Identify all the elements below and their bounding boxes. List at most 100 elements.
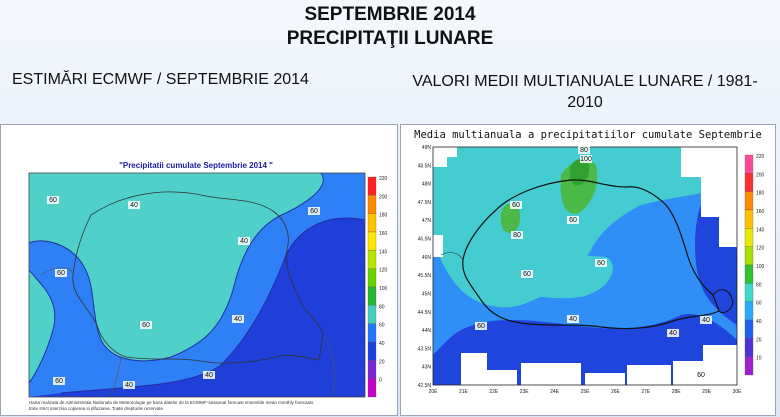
climatology-contour-label-9: 60 — [477, 323, 485, 330]
lat-tick-7: 45.5N — [418, 273, 432, 279]
climatology-legend-swatch-0 — [744, 154, 754, 174]
lon-tick-9: 29E — [702, 389, 712, 395]
climatology-contour-label-8: 40 — [702, 317, 710, 324]
lat-tick-8: 45N — [422, 291, 432, 297]
map-credit-line1: Harta realizata de Administratia Nationa… — [29, 400, 314, 405]
climatology-contour-label-6: 60 — [597, 260, 605, 267]
lon-tick-0: 20E — [429, 389, 439, 395]
climatology-contour-label-10: 40 — [569, 316, 577, 323]
forecast-legend-tick-9: 40 — [379, 341, 385, 347]
climatology-legend-tick-10: 20 — [756, 337, 762, 343]
climatology-contour-label-1: 100 — [580, 156, 592, 163]
climatology-contour-label-5: 60 — [523, 271, 531, 278]
climatology-contour-label-0: 80 — [580, 147, 588, 154]
forecast-legend-swatch-1 — [367, 195, 377, 214]
lon-tick-10: 30E — [733, 389, 743, 395]
forecast-legend-swatch-5 — [367, 268, 377, 288]
climatology-legend-swatch-5 — [744, 246, 754, 266]
climatology-legend-tick-5: 120 — [756, 246, 765, 252]
climatology-contour-label-11: 60 — [697, 372, 705, 379]
lat-tick-2: 48N — [422, 182, 432, 188]
forecast-legend-tick-3: 160 — [379, 231, 388, 237]
climatology-legend-tick-0: 220 — [756, 154, 765, 160]
lat-tick-12: 43N — [422, 365, 432, 371]
forecast-contour-label-6: 40 — [234, 316, 242, 323]
forecast-legend-swatch-7 — [367, 305, 377, 324]
lat-tick-1: 48.5N — [418, 163, 432, 169]
page-title-line1: SEPTEMBRIE 2014 — [304, 4, 476, 25]
climatology-legend-tick-11: 10 — [756, 356, 762, 362]
forecast-legend-tick-2: 180 — [379, 213, 388, 219]
climatology-map-title: Media multianuala a precipitatiilor cumu… — [414, 129, 762, 141]
lat-tick-9: 44.5N — [418, 310, 432, 316]
climatology-contour-label-3: 60 — [569, 217, 577, 224]
page-title-line2: PRECIPITAŢII LUNARE — [286, 28, 494, 49]
climatology-legend-swatch-6 — [744, 264, 754, 284]
forecast-map-title: "Precipitatii cumulate Septembrie 2014 " — [119, 161, 273, 170]
forecast-legend-tick-4: 140 — [379, 249, 388, 255]
climatology-legend-tick-7: 80 — [756, 282, 762, 288]
forecast-contour-label-4: 60 — [57, 270, 65, 277]
forecast-legend-tick-11: 0 — [379, 378, 382, 384]
climatology-legend-swatch-3 — [744, 209, 754, 229]
climatology-legend-swatch-4 — [744, 228, 754, 247]
forecast-legend-swatch-11 — [367, 378, 377, 398]
forecast-legend-tick-10: 20 — [379, 359, 385, 365]
forecast-contour-label-7: 40 — [205, 372, 213, 379]
right-heading: VALORI MEDII MULTIANUALE LUNARE / 1981-2… — [412, 73, 758, 111]
forecast-legend-swatch-0 — [367, 176, 377, 196]
climatology-legend-tick-2: 180 — [756, 191, 765, 197]
forecast-contour-label-9: 40 — [125, 382, 133, 389]
lon-tick-6: 26E — [611, 389, 621, 395]
map-credit-line2: Este strict interzisa copierea si difuza… — [29, 406, 163, 411]
forecast-legend-swatch-6 — [367, 286, 377, 306]
forecast-legend-swatch-3 — [367, 231, 377, 251]
left-heading: ESTIMĂRI ECMWF / SEPTEMBRIE 2014 — [12, 71, 309, 88]
forecast-legend-swatch-8 — [367, 323, 377, 343]
forecast-contour-label-1: 40 — [130, 202, 138, 209]
climatology-legend-swatch-9 — [744, 319, 754, 339]
climatology-legend-swatch-7 — [744, 283, 754, 302]
climatology-legend-swatch-2 — [744, 191, 754, 211]
climatology-legend-tick-3: 160 — [756, 209, 765, 215]
climatology-legend-tick-1: 200 — [756, 172, 765, 178]
forecast-legend-swatch-9 — [367, 341, 377, 361]
lat-tick-6: 46N — [422, 255, 432, 261]
lon-tick-4: 24E — [550, 389, 560, 395]
climatology-contour-label-7: 40 — [669, 330, 677, 337]
climatology-legend-swatch-11 — [744, 356, 754, 376]
lon-tick-7: 27E — [641, 389, 651, 395]
forecast-legend-tick-7: 80 — [379, 304, 385, 310]
forecast-legend-tick-6: 100 — [379, 286, 388, 292]
climatology-contour-label-2: 60 — [512, 202, 520, 209]
forecast-legend-swatch-4 — [367, 250, 377, 269]
forecast-contour-label-5: 60 — [142, 322, 150, 329]
forecast-legend-tick-5: 120 — [379, 268, 388, 274]
forecast-contour-label-3: 60 — [310, 208, 318, 215]
climatology-map: 80 100 60 60 80 60 60 40 40 60 40 60 49N 48.5N 48N 47.… — [418, 145, 765, 395]
lat-tick-0: 49N — [422, 145, 432, 151]
lon-tick-1: 21E — [459, 389, 469, 395]
lat-tick-13: 42.5N — [418, 383, 432, 389]
climatology-legend-tick-9: 40 — [756, 319, 762, 325]
climatology-map-panel: 80 100 60 60 80 60 60 40 40 60 40 60 49N 48.5N 48N 47.… — [400, 124, 776, 416]
climatology-legend-swatch-8 — [744, 301, 754, 321]
lat-tick-5: 46.5N — [418, 237, 432, 243]
lat-tick-3: 47.5N — [418, 200, 432, 206]
climatology-legend-swatch-10 — [744, 338, 754, 357]
forecast-contour-label-8: 60 — [55, 378, 63, 385]
lon-tick-5: 25E — [581, 389, 591, 395]
lat-tick-11: 43.5N — [418, 346, 432, 352]
climatology-legend-tick-8: 60 — [756, 301, 762, 307]
lat-tick-4: 47N — [422, 218, 432, 224]
forecast-legend-tick-0: 220 — [379, 176, 388, 182]
lon-tick-3: 23E — [520, 389, 530, 395]
map-credit: Harta realizata de Administratia Nationa… — [29, 400, 359, 412]
climatology-legend-tick-6: 100 — [756, 264, 765, 270]
forecast-contour-label-2: 40 — [240, 238, 248, 245]
forecast-legend-swatch-10 — [367, 360, 377, 379]
climatology-contour-label-4: 80 — [513, 232, 521, 239]
forecast-legend-tick-1: 200 — [379, 194, 388, 200]
lon-tick-2: 22E — [489, 389, 499, 395]
